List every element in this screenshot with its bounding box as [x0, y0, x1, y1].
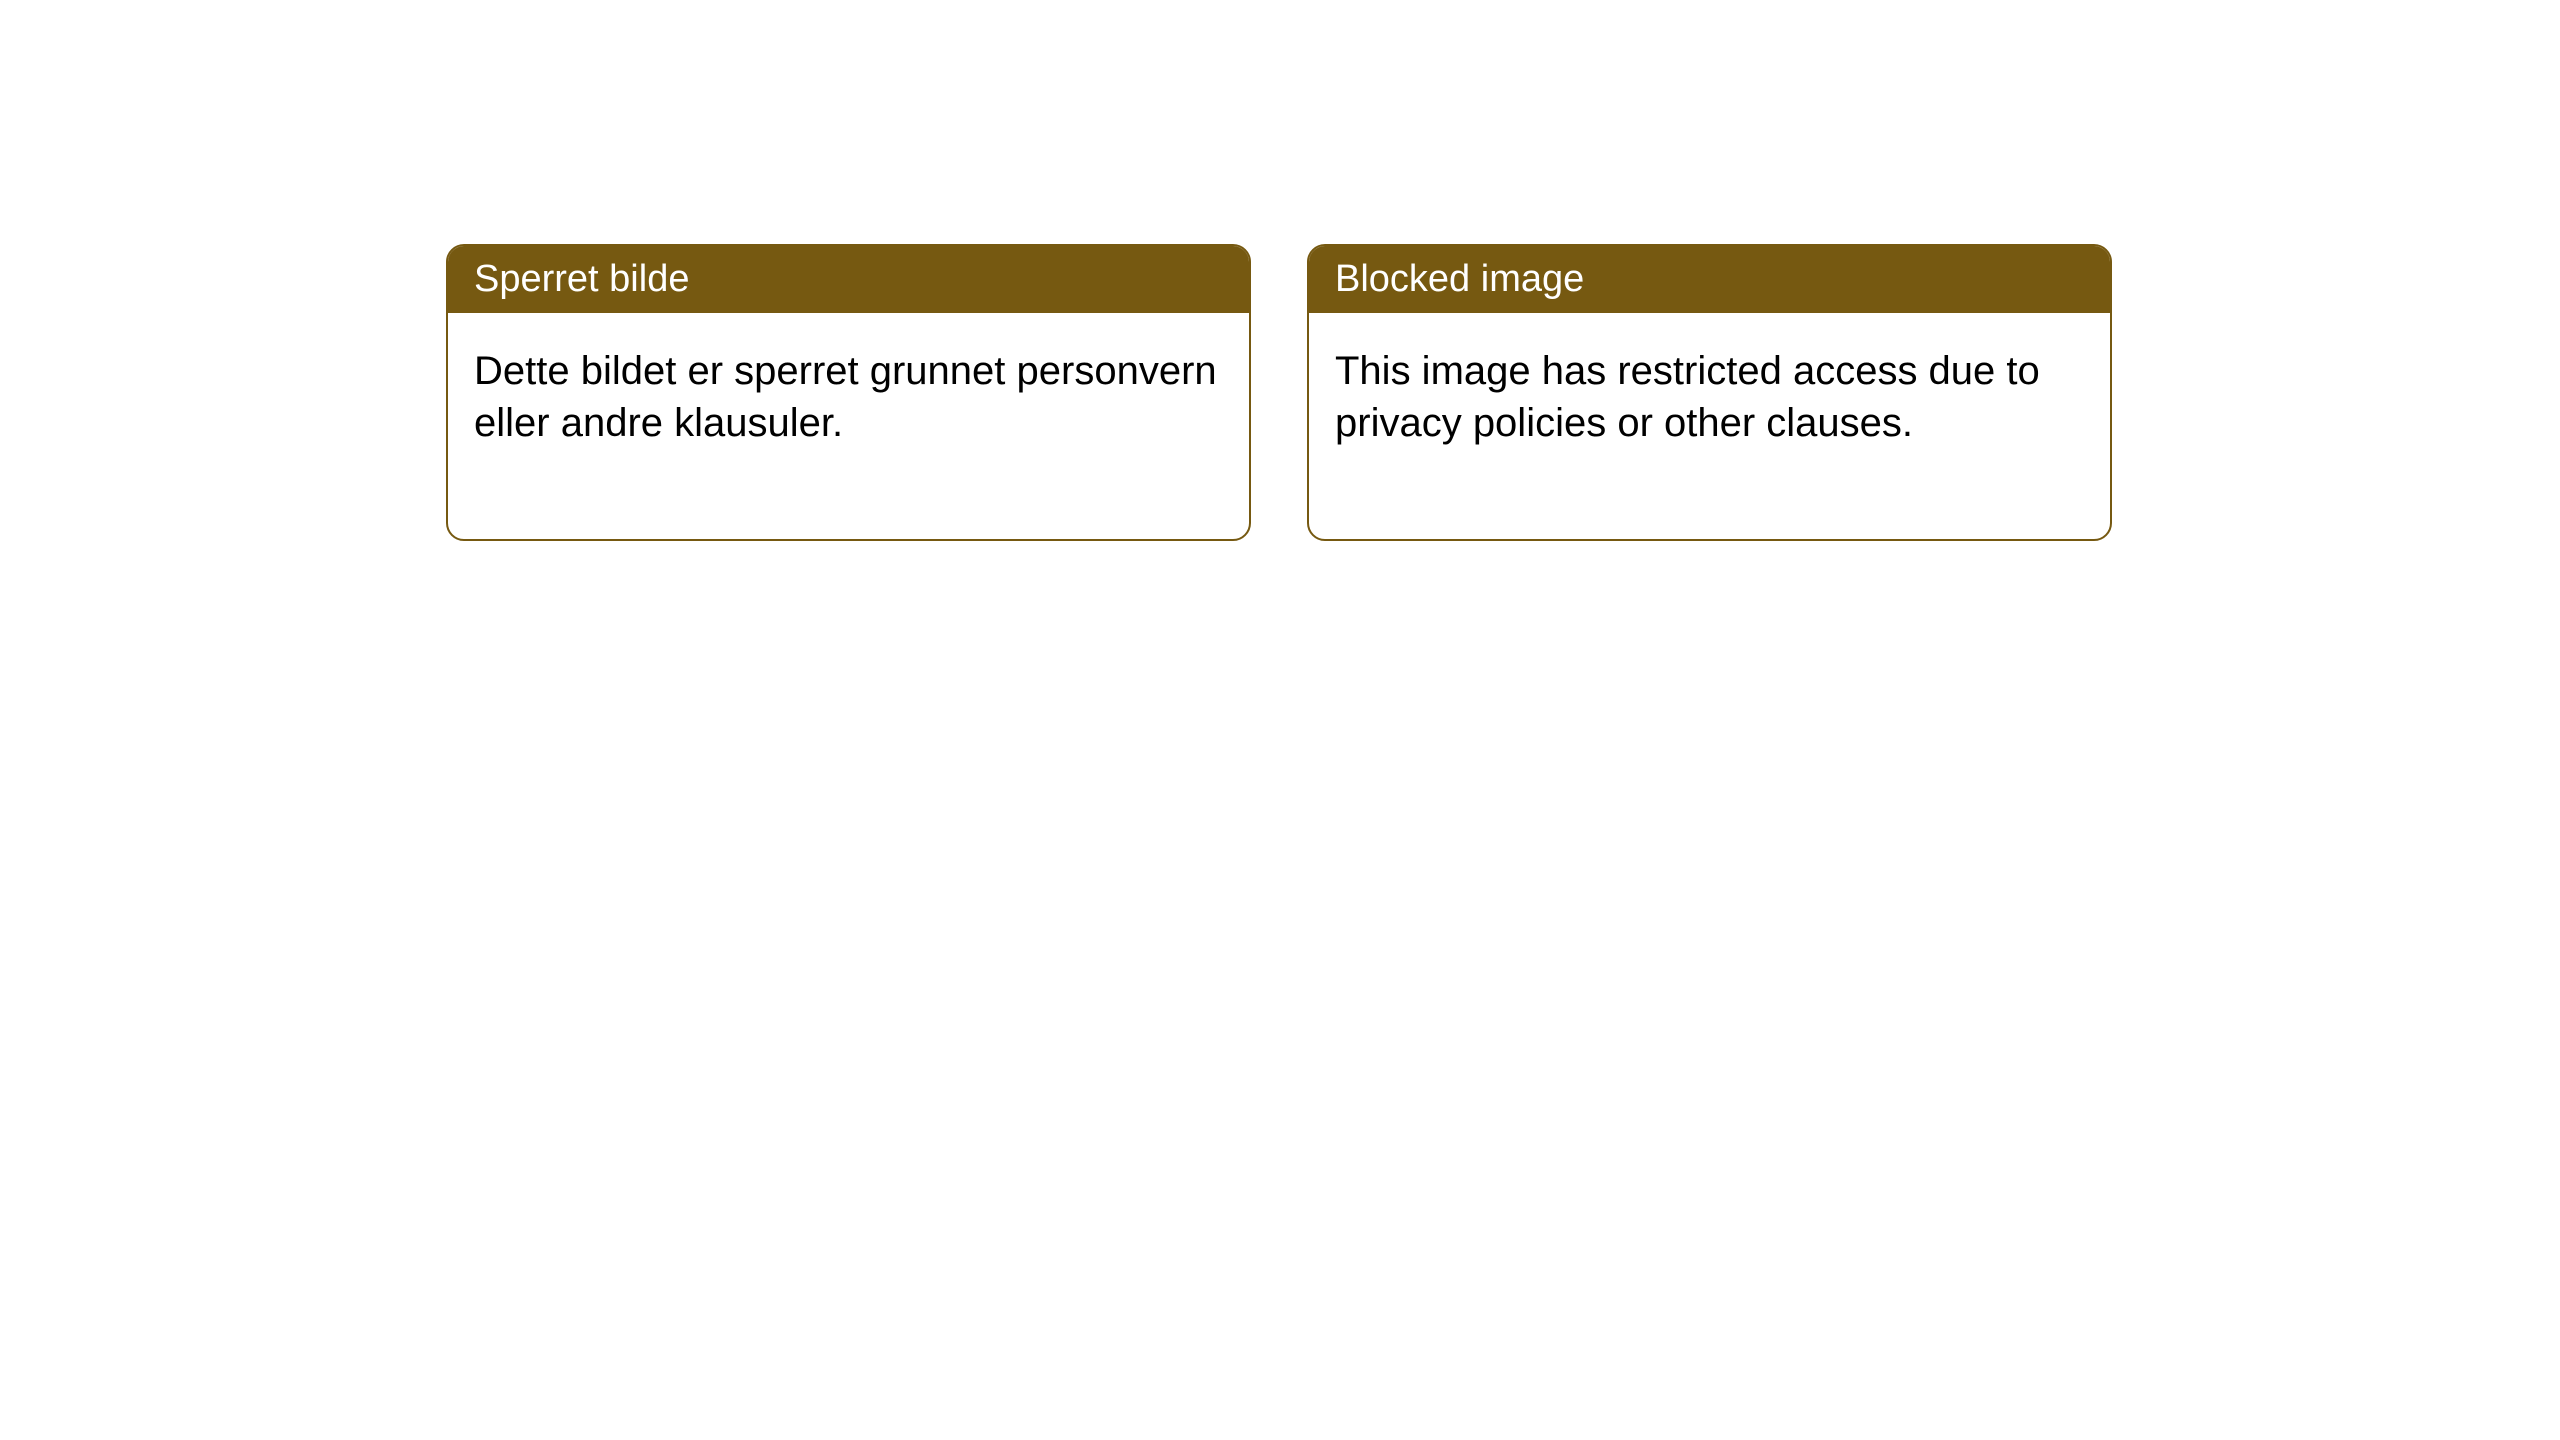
notice-card-text: This image has restricted access due to …: [1335, 349, 2040, 445]
notice-card-body: This image has restricted access due to …: [1309, 313, 2110, 539]
notice-card-header: Sperret bilde: [448, 246, 1249, 313]
notice-cards-container: Sperret bilde Dette bildet er sperret gr…: [0, 0, 2560, 541]
notice-card-text: Dette bildet er sperret grunnet personve…: [474, 349, 1217, 445]
notice-card-title: Sperret bilde: [474, 258, 689, 300]
notice-card-title: Blocked image: [1335, 258, 1584, 300]
notice-card-body: Dette bildet er sperret grunnet personve…: [448, 313, 1249, 539]
notice-card-header: Blocked image: [1309, 246, 2110, 313]
notice-card-english: Blocked image This image has restricted …: [1307, 244, 2112, 541]
notice-card-norwegian: Sperret bilde Dette bildet er sperret gr…: [446, 244, 1251, 541]
